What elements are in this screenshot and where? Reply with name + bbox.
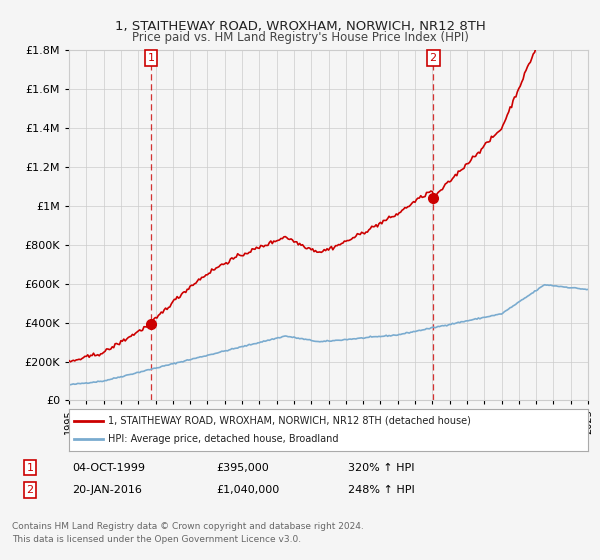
Text: Price paid vs. HM Land Registry's House Price Index (HPI): Price paid vs. HM Land Registry's House … [131, 31, 469, 44]
Text: 1, STAITHEWAY ROAD, WROXHAM, NORWICH, NR12 8TH: 1, STAITHEWAY ROAD, WROXHAM, NORWICH, NR… [115, 20, 485, 32]
Text: 1: 1 [26, 463, 34, 473]
Text: HPI: Average price, detached house, Broadland: HPI: Average price, detached house, Broa… [108, 434, 338, 444]
Text: This data is licensed under the Open Government Licence v3.0.: This data is licensed under the Open Gov… [12, 535, 301, 544]
Text: Contains HM Land Registry data © Crown copyright and database right 2024.: Contains HM Land Registry data © Crown c… [12, 522, 364, 531]
Text: 1: 1 [148, 53, 155, 63]
Text: 2: 2 [430, 53, 437, 63]
Text: 2: 2 [26, 485, 34, 495]
Text: £395,000: £395,000 [216, 463, 269, 473]
Text: 248% ↑ HPI: 248% ↑ HPI [348, 485, 415, 495]
Text: 04-OCT-1999: 04-OCT-1999 [72, 463, 145, 473]
Text: 20-JAN-2016: 20-JAN-2016 [72, 485, 142, 495]
Text: 320% ↑ HPI: 320% ↑ HPI [348, 463, 415, 473]
Text: £1,040,000: £1,040,000 [216, 485, 279, 495]
Text: 1, STAITHEWAY ROAD, WROXHAM, NORWICH, NR12 8TH (detached house): 1, STAITHEWAY ROAD, WROXHAM, NORWICH, NR… [108, 416, 471, 426]
